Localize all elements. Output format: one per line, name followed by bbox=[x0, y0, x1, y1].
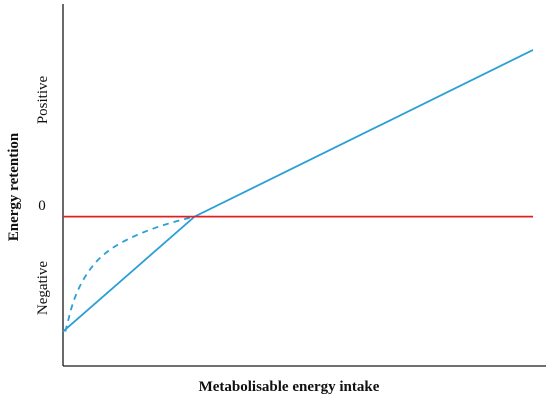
y-axis-title: Energy retention bbox=[6, 132, 22, 241]
x-axis-title: Metabolisable energy intake bbox=[199, 379, 380, 395]
series-layer bbox=[62, 49, 534, 333]
series-line-2-dashed bbox=[64, 215, 195, 332]
y-tick-label-zero: 0 bbox=[38, 198, 46, 214]
series-line-1-solid bbox=[62, 49, 534, 333]
y-tick-label-positive: Positive bbox=[35, 75, 51, 124]
y-tick-label-negative: Negative bbox=[35, 261, 51, 315]
